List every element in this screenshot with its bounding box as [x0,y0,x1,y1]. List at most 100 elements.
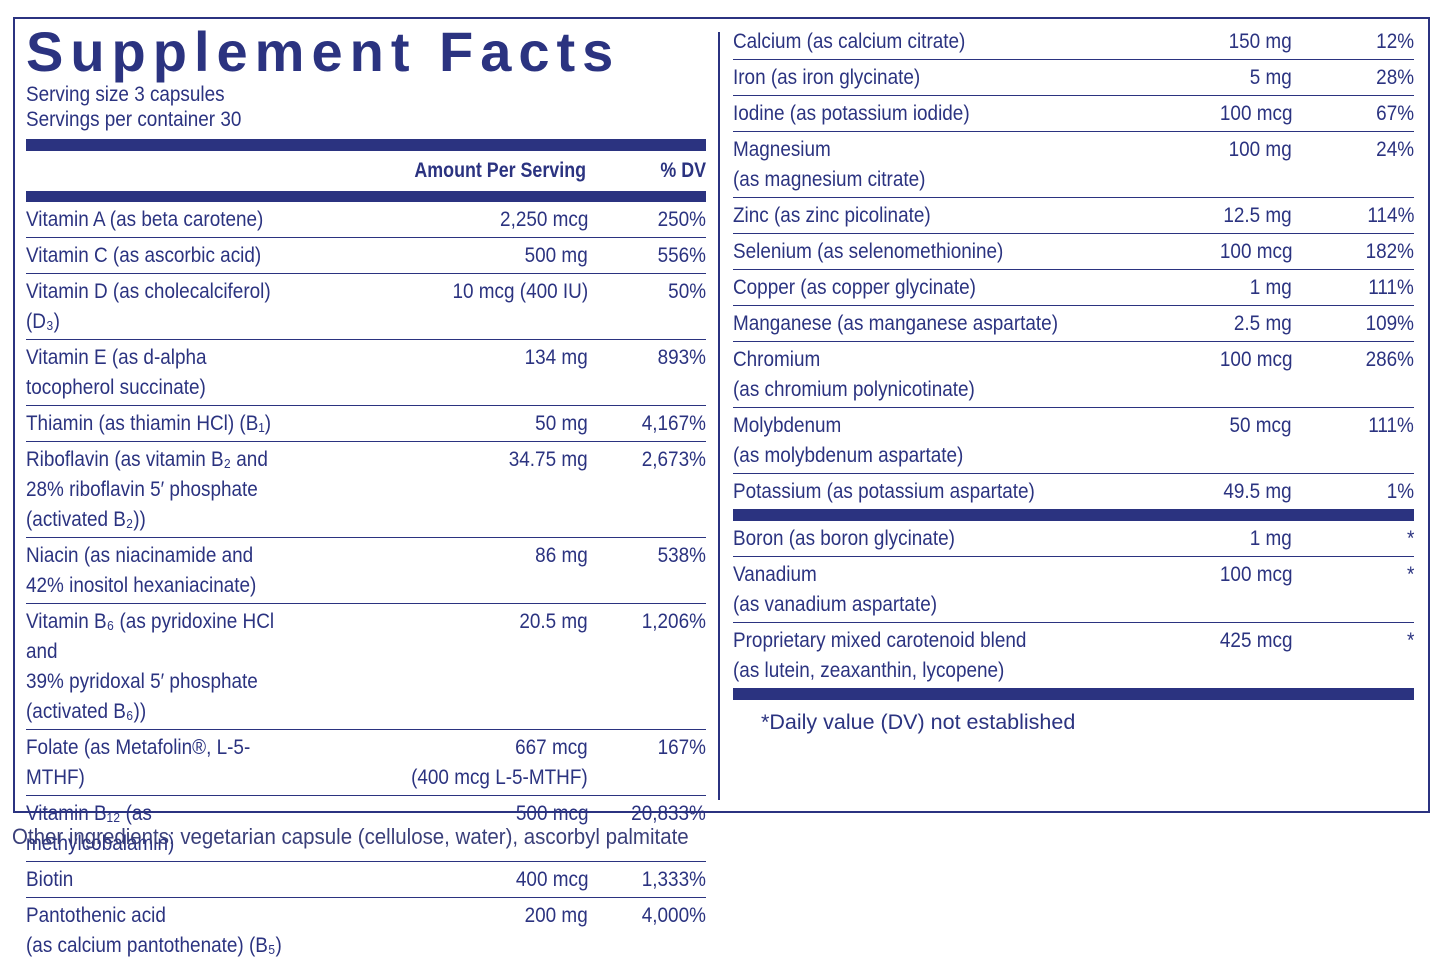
nutrient-dv: 167% [657,735,706,759]
nutrient-amount: 49.5 mg [1223,479,1292,503]
nutrient-row: Folate (as Metafolin®, L-5-MTHF) 667 mcg … [26,730,706,796]
nutrient-row: Vanadium (as vanadium aspartate) 100 mcg * [733,557,1414,623]
nutrient-row: Vitamin D (as cholecalciferol) (D₃) 10 mc… [26,274,706,340]
nutrient-amount: 34.75 mg [509,447,588,471]
nutrient-amount: 2,250 mcg [499,207,588,231]
other-ingredients: Other ingredients: vegetarian capsule (c… [12,824,689,849]
nutrient-row: Magnesium (as magnesium citrate) 100 mg 24… [733,132,1414,198]
page-title: Supplement Facts [26,20,621,83]
nutrient-row: Vitamin C (as ascorbic acid) 500 mg 556% [26,238,706,274]
nutrient-row: Riboflavin (as vitamin B₂ and 28% ribofl… [26,442,706,538]
nutrient-amount: 200 mg [524,903,588,927]
nutrient-dv: 28% [1376,65,1414,89]
nutrient-amount: 1 mg [1249,275,1292,299]
nutrient-dv: 538% [657,543,706,567]
nutrient-row: Vitamin B₁₂ (as methylcobalamin) 500 mcg 2… [26,796,706,862]
nutrient-amount: 100 mg [1228,137,1292,161]
nutrient-name: Thiamin (as thiamin HCl) (B₁) [26,411,272,435]
amount-per-serving-header: Amount Per Serving [414,159,586,182]
no-dv-nutrient-list: Boron (as boron glycinate) 1 mg * Vanadium … [733,521,1414,688]
nutrient-dv: 50% [668,279,706,303]
nutrient-dv: 67% [1376,101,1414,125]
nutrient-row: Niacin (as niacinamide and 42% inositol … [26,538,706,604]
nutrient-amount: 5 mg [1249,65,1292,89]
nutrient-name: Folate (as Metafolin®, L-5-MTHF) [26,735,251,789]
nutrient-name: Vitamin A (as beta carotene) [26,207,264,231]
nutrient-dv: 12% [1376,29,1414,53]
nutrient-row: Iron (as iron glycinate) 5 mg 28% [733,60,1414,96]
thick-rule [733,509,1414,521]
nutrient-dv: 250% [657,207,706,231]
nutrient-row: Iodine (as potassium iodide) 100 mcg 67% [733,96,1414,132]
nutrient-name: Calcium (as calcium citrate) [733,29,966,53]
nutrient-row: Proprietary mixed carotenoid blend (as l… [733,623,1414,688]
nutrient-row: Selenium (as selenomethionine) 100 mcg 182… [733,234,1414,270]
nutrient-name: Riboflavin (as vitamin B₂ and 28% ribofl… [26,447,268,531]
nutrient-row: Biotin 400 mcg 1,333% [26,862,706,898]
nutrient-dv: 4,167% [641,411,706,435]
nutrient-amount: 150 mg [1228,29,1292,53]
nutrient-name: Niacin (as niacinamide and 42% inositol … [26,543,257,597]
nutrient-row: Calcium (as calcium citrate) 150 mg 12% [733,24,1414,60]
nutrient-name: Chromium (as chromium polynicotinate) [733,347,975,401]
nutrient-dv: 556% [657,243,706,267]
nutrient-name: Pantothenic acid (as calcium pantothenat… [26,903,282,957]
nutrient-amount: 50 mcg [1229,413,1292,437]
nutrient-amount: 400 mcg [515,867,588,891]
nutrient-name: Vitamin C (as ascorbic acid) [26,243,262,267]
nutrient-row: Potassium (as potassium aspartate) 49.5 m… [733,474,1414,509]
nutrient-amount: 100 mcg [1219,239,1292,263]
nutrient-name: Iron (as iron glycinate) [733,65,921,89]
nutrient-amount: 12.5 mg [1223,203,1292,227]
thick-rule [26,191,706,202]
nutrient-name: Manganese (as manganese aspartate) [733,311,1058,335]
nutrient-amount: 2.5 mg [1234,311,1292,335]
nutrient-amount: 100 mcg [1219,347,1292,371]
nutrient-amount: 20.5 mg [519,609,588,633]
nutrient-dv: * [1406,562,1414,586]
nutrient-amount: 425 mcg [1219,628,1292,652]
nutrient-row: Vitamin E (as d-alpha tocopherol succina… [26,340,706,406]
nutrient-dv: * [1406,628,1414,652]
nutrient-name: Vanadium (as vanadium aspartate) [733,562,938,616]
nutrient-row: Thiamin (as thiamin HCl) (B₁) 50 mg 4,167% [26,406,706,442]
nutrient-amount: 500 mg [524,243,588,267]
nutrient-dv: 182% [1365,239,1414,263]
table-header: Amount Per Serving % DV [26,151,706,191]
nutrient-row: Copper (as copper glycinate) 1 mg 111% [733,270,1414,306]
nutrient-dv: 114% [1367,203,1414,227]
nutrient-row: Manganese (as manganese aspartate) 2.5 mg… [733,306,1414,342]
nutrient-row: Pantothenic acid (as calcium pantothenat… [26,898,706,963]
nutrient-name: Zinc (as zinc picolinate) [733,203,931,227]
nutrient-dv: 111% [1368,413,1414,437]
nutrient-name: Magnesium (as magnesium citrate) [733,137,926,191]
nutrient-amount: 1 mg [1249,526,1292,550]
nutrient-dv: 20,833% [631,801,706,825]
nutrient-dv: 4,000% [641,903,706,927]
nutrient-name: Selenium (as selenomethionine) [733,239,1004,263]
nutrient-name: Copper (as copper glycinate) [733,275,976,299]
nutrient-dv: 109% [1365,311,1414,335]
nutrient-amount: 667 mcg (400 mcg L-5-MTHF) [411,735,588,789]
nutrient-dv: 2,673% [641,447,706,471]
nutrient-dv: 1,206% [641,609,706,633]
nutrient-amount: 86 mg [535,543,588,567]
nutrient-dv: * [1406,526,1414,550]
dv-footnote: *Daily value (DV) not established [761,710,1076,734]
nutrient-name: Vitamin B₁₂ (as methylcobalamin) [26,801,175,855]
nutrient-name: Boron (as boron glycinate) [733,526,955,550]
dv-header: % DV [660,159,706,182]
supplement-facts-panel [13,17,1430,813]
nutrient-name: Vitamin B₆ (as pyridoxine HCl and 39% py… [26,609,275,723]
nutrient-amount: 50 mg [535,411,588,435]
nutrient-dv: 111% [1368,275,1414,299]
thick-rule [26,139,706,151]
nutrient-row: Chromium (as chromium polynicotinate) 100… [733,342,1414,408]
nutrient-name: Vitamin D (as cholecalciferol) (D₃) [26,279,271,333]
nutrient-amount: 100 mcg [1219,562,1292,586]
nutrient-row: Vitamin B₆ (as pyridoxine HCl and 39% py… [26,604,706,730]
nutrient-row: Vitamin A (as beta carotene) 2,250 mcg 250… [26,202,706,238]
nutrient-name: Biotin [26,867,74,891]
nutrient-dv: 893% [657,345,706,369]
nutrient-dv: 286% [1365,347,1414,371]
